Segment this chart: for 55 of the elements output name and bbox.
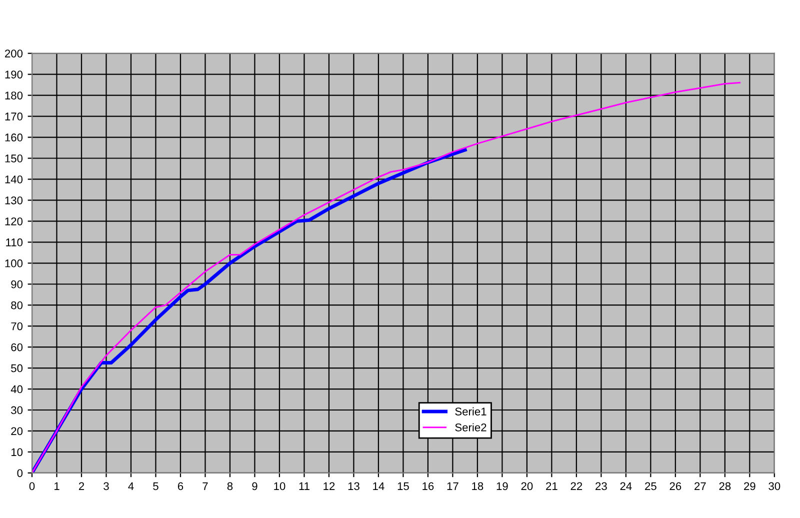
legend-label: Serie2 xyxy=(455,423,486,432)
x-tick-label: 14 xyxy=(373,482,384,490)
x-tick-label: 1 xyxy=(54,482,60,490)
x-tick-label: 9 xyxy=(252,482,258,490)
x-tick-label: 10 xyxy=(274,482,286,490)
x-tick-label: 23 xyxy=(596,482,607,490)
y-tick-label: 90 xyxy=(11,280,23,288)
x-tick-label: 22 xyxy=(570,482,582,490)
y-tick-label: 60 xyxy=(11,343,23,352)
x-tick-label: 19 xyxy=(496,482,508,490)
x-tick-label: 7 xyxy=(202,482,208,490)
x-tick-label: 27 xyxy=(694,482,706,490)
x-tick-label: 5 xyxy=(153,482,158,490)
x-tick-label: 3 xyxy=(104,482,109,490)
x-tick-label: 11 xyxy=(299,482,310,490)
y-tick-label: 70 xyxy=(11,322,23,330)
x-tick-label: 15 xyxy=(398,482,409,490)
y-tick-label: 10 xyxy=(11,448,23,456)
y-tick-label: 160 xyxy=(5,134,23,142)
y-tick-label: 110 xyxy=(6,238,23,246)
y-tick-label: 0 xyxy=(17,469,23,478)
x-tick-label: 26 xyxy=(670,482,682,490)
x-tick-label: 28 xyxy=(719,482,731,490)
y-tick-label: 50 xyxy=(11,364,23,372)
x-tick-label: 25 xyxy=(645,482,656,490)
x-tick-label: 18 xyxy=(472,482,484,490)
x-tick-label: 12 xyxy=(324,482,335,490)
x-tick-label: 24 xyxy=(620,482,632,490)
x-tick-label: 0 xyxy=(29,482,35,490)
legend-label: Serie1 xyxy=(455,407,486,416)
x-tick-label: 29 xyxy=(744,482,756,490)
y-tick-label: 150 xyxy=(5,154,23,162)
y-tick-label: 20 xyxy=(11,427,23,436)
y-tick-label: 140 xyxy=(5,175,23,184)
y-tick-label: 170 xyxy=(5,112,23,120)
y-tick-label: 200 xyxy=(4,50,23,58)
x-tick-label: 2 xyxy=(78,482,84,490)
x-tick-label: 16 xyxy=(422,482,434,490)
x-tick-label: 20 xyxy=(521,482,533,490)
y-tick-label: 80 xyxy=(11,301,23,310)
y-tick-label: 40 xyxy=(10,385,23,394)
x-tick-label: 4 xyxy=(128,482,134,490)
y-tick-label: 30 xyxy=(11,406,23,414)
y-tick-label: 190 xyxy=(5,70,23,78)
y-tick-label: 100 xyxy=(5,259,23,268)
x-tick-label: 30 xyxy=(768,482,780,490)
x-tick-label: 21 xyxy=(546,482,558,490)
y-tick-label: 180 xyxy=(5,92,23,100)
x-tick-label: 8 xyxy=(227,482,233,490)
x-tick-label: 17 xyxy=(447,482,458,490)
line-series xyxy=(32,82,741,473)
y-tick-label: 120 xyxy=(5,217,23,226)
x-tick-label: 6 xyxy=(178,482,184,490)
x-tick-label: 13 xyxy=(348,482,360,490)
y-tick-label: 130 xyxy=(5,196,23,204)
